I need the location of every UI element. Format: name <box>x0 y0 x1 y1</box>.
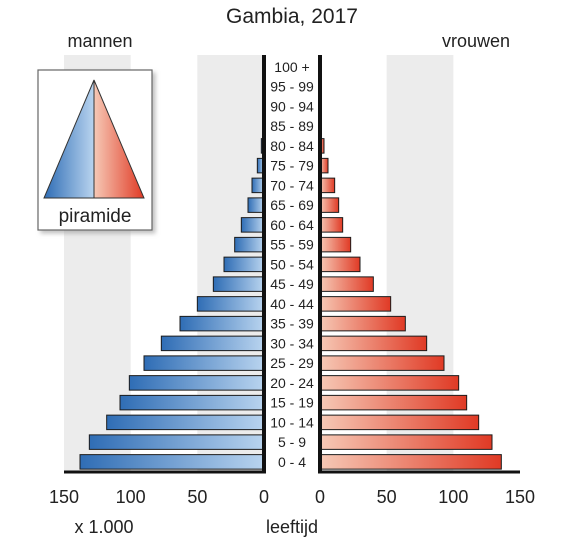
center-axis-label: leeftijd <box>266 517 318 537</box>
bar-male-25-29 <box>143 355 265 371</box>
bar-female-50-54 <box>319 256 361 273</box>
bar-female-40-44 <box>319 296 392 312</box>
bar-female-65-69 <box>319 197 340 213</box>
age-label: 75 - 79 <box>270 158 314 174</box>
bar-female-0-4 <box>319 454 502 470</box>
left-series-label: mannen <box>67 31 132 51</box>
age-label: 45 - 49 <box>270 276 314 292</box>
age-label: 15 - 19 <box>270 395 314 411</box>
age-label: 95 - 99 <box>270 79 314 95</box>
bar-female-10-14 <box>319 414 480 431</box>
bar-male-50-54 <box>223 256 265 273</box>
bar-male-65-69 <box>247 197 265 213</box>
unit-label: x 1.000 <box>74 517 133 537</box>
age-label: 65 - 69 <box>270 197 314 213</box>
age-label: 40 - 44 <box>270 296 314 312</box>
age-label: 10 - 14 <box>270 414 314 430</box>
bar-male-15-19 <box>119 394 265 411</box>
pyramid-inset: piramide <box>37 69 153 231</box>
age-label: 85 - 89 <box>270 118 314 134</box>
bar-female-55-59 <box>319 236 352 253</box>
bar-male-30-34 <box>160 335 265 352</box>
bar-female-60-64 <box>319 217 344 233</box>
bar-male-10-14 <box>106 414 265 431</box>
age-label: 30 - 34 <box>270 335 314 351</box>
age-label: 5 - 9 <box>278 434 306 450</box>
age-label: 55 - 59 <box>270 237 314 253</box>
x-tick-label-left: 150 <box>49 487 79 507</box>
bar-male-5-9 <box>88 434 265 450</box>
bar-female-35-39 <box>319 315 406 332</box>
bar-male-0-4 <box>79 454 265 470</box>
right-series-label: vrouwen <box>442 31 510 51</box>
x-tick-label-right: 0 <box>315 487 325 507</box>
axes <box>64 55 520 474</box>
x-tick-label-left: 100 <box>116 487 146 507</box>
inset-label: piramide <box>59 206 132 227</box>
bar-female-45-49 <box>319 276 374 292</box>
x-tick-label-right: 150 <box>505 487 535 507</box>
bar-male-55-59 <box>234 236 265 253</box>
x-tick-label-right: 50 <box>377 487 397 507</box>
x-tick-label-left: 50 <box>187 487 207 507</box>
age-label: 90 - 94 <box>270 98 314 114</box>
age-label: 20 - 24 <box>270 375 314 391</box>
bar-female-30-34 <box>319 335 428 352</box>
inset-triangle-right <box>93 79 145 199</box>
age-label: 100 + <box>274 59 309 75</box>
tick-labels: 150 100 50 0 0 50 100 150 <box>49 487 535 507</box>
age-label: 60 - 64 <box>270 217 314 233</box>
male-bars <box>79 118 265 470</box>
bar-male-60-64 <box>240 217 265 233</box>
bar-male-45-49 <box>212 276 265 292</box>
bar-male-20-24 <box>128 375 265 391</box>
x-tick-label-right: 100 <box>438 487 468 507</box>
age-label: 25 - 29 <box>270 355 314 371</box>
age-label: 35 - 39 <box>270 316 314 332</box>
bar-female-25-29 <box>319 355 445 371</box>
female-bars <box>319 118 502 470</box>
age-label: 0 - 4 <box>278 454 306 470</box>
age-label: 80 - 84 <box>270 138 314 154</box>
bar-female-20-24 <box>319 375 460 391</box>
age-label: 50 - 54 <box>270 256 314 272</box>
x-tick-label-left: 0 <box>259 487 269 507</box>
age-label: 70 - 74 <box>270 177 314 193</box>
bar-male-40-44 <box>196 296 265 312</box>
bar-male-35-39 <box>179 315 265 332</box>
chart-title: Gambia, 2017 <box>226 5 358 28</box>
age-labels: 100 + 95 - 99 90 - 94 85 - 89 80 - 84 75 - 79… <box>270 59 314 470</box>
bar-female-5-9 <box>319 434 493 450</box>
bar-female-15-19 <box>319 394 468 411</box>
bar-female-70-74 <box>319 177 336 194</box>
